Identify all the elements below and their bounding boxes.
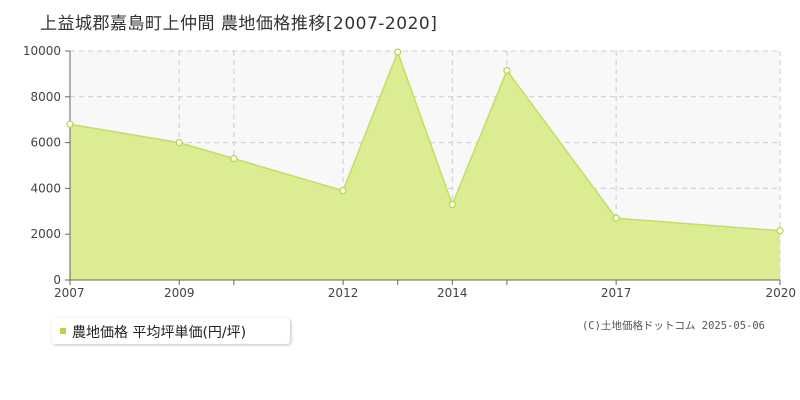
x-tick-label: 2014 (437, 286, 468, 300)
legend-label: 農地価格 平均坪単価(円/坪) (72, 325, 247, 341)
data-point (612, 214, 620, 222)
y-tick-label: 4000 (30, 181, 61, 195)
data-point (503, 66, 511, 75)
data-point (175, 139, 183, 147)
x-tick-label: 2020 (765, 286, 796, 300)
data-point (66, 120, 74, 128)
data-point (230, 155, 238, 163)
data-point (448, 200, 456, 209)
data-point (776, 227, 784, 235)
y-tick-label: 10000 (23, 44, 61, 58)
x-tick-labels: 2007 2009 2012 2014 2017 2020 (54, 286, 796, 300)
area-fill (70, 52, 780, 280)
y-tick-labels: 0 2000 4000 6000 8000 10000 (23, 44, 61, 287)
data-point (394, 48, 402, 56)
x-tick-label: 2009 (164, 286, 195, 300)
legend-marker (60, 328, 66, 334)
x-tick-label: 2012 (328, 286, 359, 300)
credit-text: (C)土地価格ドットコム 2025-05-06 (581, 320, 765, 332)
chart-title: 上益城郡嘉島町上仲間 農地価格推移[2007-2020] (40, 14, 438, 34)
x-tick-label: 2017 (601, 286, 632, 300)
legend: 農地価格 平均坪単価(円/坪) (52, 318, 290, 344)
data-point (339, 187, 347, 195)
x-tick-label: 2007 (54, 286, 85, 300)
y-tick-label: 8000 (30, 90, 61, 104)
data-markers (66, 48, 784, 235)
y-tick-label: 0 (53, 273, 61, 287)
axes (65, 50, 781, 285)
y-tick-label: 6000 (30, 136, 61, 150)
y-tick-label: 2000 (30, 227, 61, 241)
